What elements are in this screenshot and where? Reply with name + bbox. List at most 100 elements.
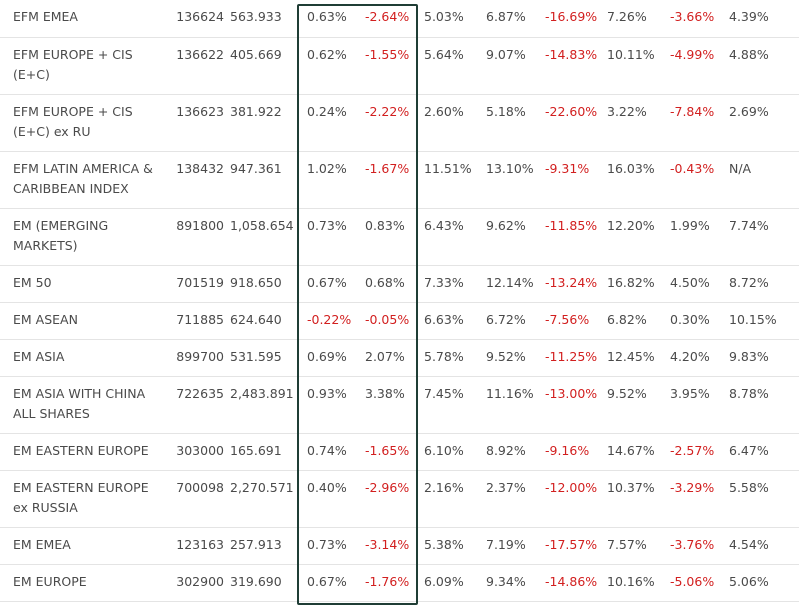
table-row[interactable]: EM ASIA 899700 531.595 0.69% 2.07% 5.78% 9.52%…: [0, 339, 799, 376]
table-row[interactable]: EM EMEA 123163 257.913 0.73% -3.14% 5.38% 7.19…: [0, 527, 799, 564]
cell-code: 701519: [176, 274, 224, 290]
cell-c2: -3.14%: [365, 536, 410, 552]
cell-c7: -3.76%: [670, 536, 715, 552]
cell-level: 947.361: [230, 160, 282, 176]
cell-c4: 13.10%: [486, 160, 534, 176]
cell-c6: 7.57%: [607, 536, 647, 552]
index-name[interactable]: EM 50: [13, 274, 52, 290]
cell-c5: -16.69%: [545, 9, 598, 24]
cell-c2: -1.65%: [365, 442, 410, 458]
cell-c6: 12.45%: [607, 348, 655, 364]
index-name[interactable]: EM EASTERN EUROPE ex RUSSIA: [13, 479, 149, 515]
index-name[interactable]: EM EASTERN EUROPE: [13, 442, 149, 458]
index-name[interactable]: EFM EUROPE + CIS (E+C) ex RU: [13, 103, 133, 139]
cell-level: 165.691: [230, 442, 282, 458]
table-row[interactable]: EM EUROPE 302900 319.690 0.67% -1.76% 6.09% 9.…: [0, 564, 799, 601]
index-name[interactable]: EM ASIA: [13, 348, 65, 364]
cell-c5: -9.31%: [545, 160, 590, 176]
cell-c4: 6.72%: [486, 311, 526, 327]
cell-c1: 0.40%: [307, 479, 347, 495]
table-row[interactable]: EM 50 701519 918.650 0.67% 0.68% 7.33% 12.14% -…: [0, 265, 799, 302]
cell-c1: 0.24%: [307, 103, 347, 119]
cell-c5: -13.24%: [545, 274, 598, 290]
cell-c4: 12.14%: [486, 274, 534, 290]
cell-c5: -11.85%: [545, 217, 598, 233]
cell-code: 123163: [176, 536, 224, 552]
cell-c3: 7.45%: [424, 385, 464, 401]
cell-c2: 3.38%: [365, 385, 405, 401]
cell-level: 563.933: [230, 9, 282, 24]
cell-c3: 6.10%: [424, 442, 464, 458]
cell-c4: 5.18%: [486, 103, 526, 119]
cell-c5: -7.56%: [545, 311, 590, 327]
index-name[interactable]: EM (EMERGING MARKETS): [13, 217, 109, 253]
index-name[interactable]: EM EMEA: [13, 536, 71, 552]
cell-code: 899700: [176, 348, 224, 364]
cell-code: 138432: [176, 160, 224, 176]
cell-c4: 7.19%: [486, 536, 526, 552]
cell-c3: 5.64%: [424, 46, 464, 62]
cell-c8: 6.47%: [729, 442, 769, 458]
table-row[interactable]: EM (EMERGING MARKETS) 891800 1,058.654 0.73…: [0, 208, 799, 265]
table-row[interactable]: EFM LATIN AMERICA & CARIBBEAN INDEX 13843…: [0, 151, 799, 208]
cell-c8: N/A: [729, 160, 752, 176]
cell-c4: 9.62%: [486, 217, 526, 233]
cell-c6: 12.20%: [607, 217, 655, 233]
cell-c7: 4.20%: [670, 348, 710, 364]
table-row[interactable]: EM ASIA WITH CHINA ALL SHARES 722635 2,483…: [0, 376, 799, 433]
cell-c1: -0.22%: [307, 311, 352, 327]
index-name[interactable]: EFM EMEA: [13, 9, 78, 24]
cell-c7: 3.95%: [670, 385, 710, 401]
cell-c1: 0.74%: [307, 442, 347, 458]
cell-c2: -1.55%: [365, 46, 410, 62]
index-name[interactable]: EM EUROPE: [13, 573, 87, 589]
cell-level: 381.922: [230, 103, 282, 119]
cell-c7: -5.06%: [670, 573, 715, 589]
cell-c2: -2.22%: [365, 103, 410, 119]
table-row[interactable]: EM EASTERN EUROPE 303000 165.691 0.74% -1.65…: [0, 433, 799, 470]
index-name[interactable]: EFM LATIN AMERICA & CARIBBEAN INDEX: [13, 160, 153, 196]
table-row[interactable]: EM EASTERN EUROPE ex RUSSIA 700098 2,270.5…: [0, 470, 799, 527]
cell-c5: -17.57%: [545, 536, 598, 552]
index-name[interactable]: EM ASIA WITH CHINA ALL SHARES: [13, 385, 146, 421]
table-row[interactable]: EFM EMEA 136624 563.933 0.63% -2.64% 5.03% 6.8…: [0, 0, 799, 37]
cell-c4: 8.92%: [486, 442, 526, 458]
cell-c2: -2.96%: [365, 479, 410, 495]
cell-c1: 0.69%: [307, 348, 347, 364]
cell-c3: 7.33%: [424, 274, 464, 290]
cell-c3: 5.78%: [424, 348, 464, 364]
cell-code: 722635: [176, 385, 224, 401]
cell-c7: 1.99%: [670, 217, 710, 233]
cell-c6: 10.37%: [607, 479, 655, 495]
cell-c7: 0.30%: [670, 311, 710, 327]
cell-c6: 9.52%: [607, 385, 647, 401]
cell-c8: 5.58%: [729, 479, 769, 495]
index-name[interactable]: EFM EUROPE + CIS (E+C): [13, 46, 133, 82]
cell-c5: -13.00%: [545, 385, 598, 401]
cell-c5: -9.16%: [545, 442, 590, 458]
table-row[interactable]: EM ASEAN 711885 624.640 -0.22% -0.05% 6.63% 6.…: [0, 302, 799, 339]
cell-level: 319.690: [230, 573, 282, 589]
cell-c1: 0.63%: [307, 9, 347, 24]
cell-c4: 9.07%: [486, 46, 526, 62]
cell-code: 303000: [176, 442, 224, 458]
cell-c6: 7.26%: [607, 9, 647, 24]
cell-c2: 2.07%: [365, 348, 405, 364]
cell-c1: 1.02%: [307, 160, 347, 176]
table-row[interactable]: EFM EUROPE + CIS (E+C) 136622 405.669 0.62%…: [0, 37, 799, 94]
cell-c5: -14.83%: [545, 46, 598, 62]
cell-c4: 11.16%: [486, 385, 534, 401]
cell-c7: -4.99%: [670, 46, 715, 62]
cell-c3: 5.03%: [424, 9, 464, 24]
cell-c4: 9.52%: [486, 348, 526, 364]
cell-code: 700098: [176, 479, 224, 495]
cell-level: 918.650: [230, 274, 282, 290]
cell-code: 136624: [176, 9, 224, 24]
cell-c4: 9.34%: [486, 573, 526, 589]
index-name[interactable]: EM ASEAN: [13, 311, 78, 327]
cell-c8: 8.78%: [729, 385, 769, 401]
cell-c6: 14.67%: [607, 442, 655, 458]
table-row[interactable]: EFM EUROPE + CIS (E+C) ex RU 136623 381.92…: [0, 94, 799, 151]
cell-c1: 0.67%: [307, 573, 347, 589]
